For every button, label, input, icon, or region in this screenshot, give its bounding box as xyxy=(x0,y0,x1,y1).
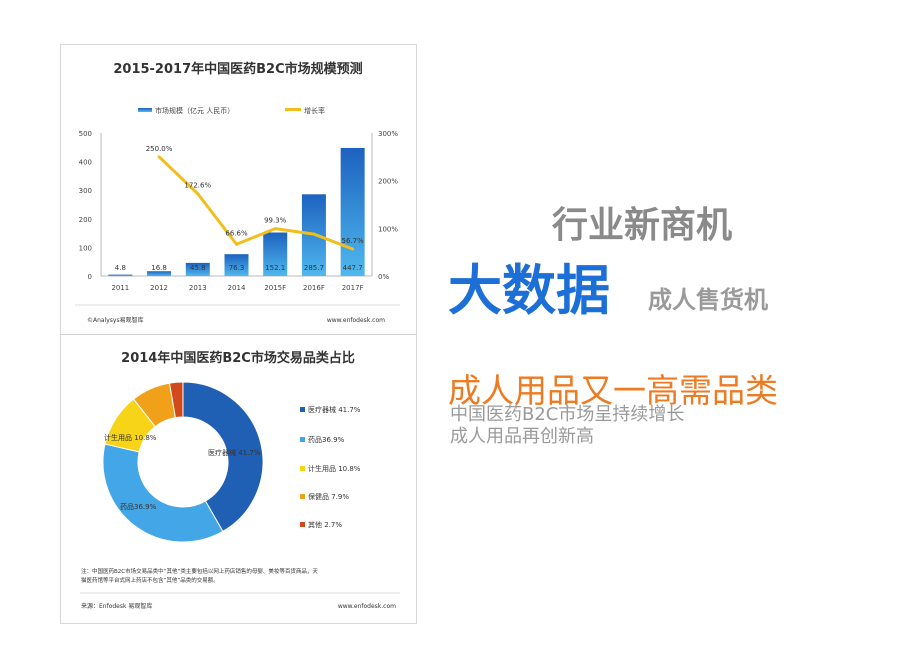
left-tick-label: 400 xyxy=(79,159,92,167)
legend-bar-swatch xyxy=(138,108,152,112)
bar xyxy=(108,274,133,276)
legend-label: 医疗器械 41.7% xyxy=(308,405,361,414)
x-tick-label: 2017F xyxy=(342,284,364,292)
bar xyxy=(340,147,365,276)
right-tick-label: 100% xyxy=(378,225,398,233)
slice-data-label: 计生用品 10.8% xyxy=(104,433,157,442)
legend-line-label: 增长率 xyxy=(304,106,325,115)
x-tick-label: 2013 xyxy=(189,284,207,292)
donut-slice xyxy=(102,443,224,543)
growth-point xyxy=(312,232,316,236)
donut-slice xyxy=(168,381,184,419)
left-tick-label: 0 xyxy=(88,273,92,281)
left-tick-label: 500 xyxy=(79,130,92,138)
growth-value-label: 99.3% xyxy=(264,217,287,225)
legend-bar-label: 市场规模（亿元 人民币） xyxy=(155,106,234,115)
chart2-source: 来源：Enfodesk 易观智库 xyxy=(81,602,152,610)
slice-data-label: 药品36.9% xyxy=(120,502,157,511)
growth-line xyxy=(158,155,354,251)
x-tick-label: 2015F xyxy=(264,284,286,292)
growth-value-label: 56.7% xyxy=(342,237,365,245)
growth-value-label: 250.0% xyxy=(146,145,173,153)
chart2-note-line2: 猫医药馆等平台式网上药店不包含“其他”品类的交易额。 xyxy=(81,576,219,584)
chart2-title: 2014年中国医药B2C市场交易品类占比 xyxy=(121,350,355,366)
bar-value-label: 447.7 xyxy=(343,264,363,272)
headline-high-demand: 成人用品又一高需品类 xyxy=(448,371,778,410)
slice-data-label: 医疗器械 41.7% xyxy=(208,448,261,457)
growth-point xyxy=(196,192,200,196)
left-tick-label: 100 xyxy=(79,244,92,252)
bar xyxy=(263,232,288,276)
chart1-title: 2015-2017年中国医药B2C市场规模预测 xyxy=(113,61,362,77)
growth-point xyxy=(235,242,238,246)
right-tick-label: 200% xyxy=(378,178,398,186)
x-tick-label: 2011 xyxy=(111,284,129,292)
bar-value-label: 16.8 xyxy=(151,264,167,272)
legend-line-swatch xyxy=(285,108,301,111)
bar xyxy=(185,262,210,276)
growth-point xyxy=(351,247,355,251)
growth-value-label: 66.6% xyxy=(225,229,248,237)
legend-label: 计生用品 10.8% xyxy=(308,464,361,473)
donut-slice xyxy=(182,381,264,533)
legend-swatch xyxy=(300,522,305,527)
chart2-website: www.enfodesk.com xyxy=(338,603,396,610)
growth-value-label: 172.6% xyxy=(184,182,211,190)
right-tick-label: 0% xyxy=(378,273,389,281)
chart1-website: www.enfodesk.com xyxy=(327,317,385,324)
x-tick-label: 2016F xyxy=(303,284,325,292)
legend-swatch xyxy=(300,494,305,499)
bar xyxy=(224,254,249,276)
bar-value-label: 4.8 xyxy=(115,264,126,272)
bar-value-label: 45.8 xyxy=(190,264,206,272)
panel-divider xyxy=(60,334,416,335)
left-tick-label: 200 xyxy=(79,216,92,224)
x-tick-label: 2012 xyxy=(150,284,168,292)
chart1-source: ©Analysys易观智库 xyxy=(87,316,144,324)
bar xyxy=(147,271,172,276)
right-tick-label: 300% xyxy=(378,130,398,138)
legend-label: 保健品 7.9% xyxy=(308,492,349,501)
legend-label: 药品36.9% xyxy=(308,435,345,444)
legend-swatch xyxy=(300,437,305,442)
subline-market-growth: 中国医药B2C市场呈持续增长 xyxy=(450,404,685,425)
headline-big-data: 大数据 xyxy=(448,259,610,322)
headline-vending-machine: 成人售货机 xyxy=(648,286,768,314)
left-tick-label: 300 xyxy=(79,187,92,195)
bar-value-label: 76.3 xyxy=(229,264,245,272)
legend-label: 其他 2.7% xyxy=(308,520,342,529)
growth-point xyxy=(273,227,277,231)
bar-value-label: 152.1 xyxy=(265,264,285,272)
growth-point xyxy=(157,155,161,159)
headline-industry-opportunity: 行业新商机 xyxy=(552,205,733,246)
x-tick-label: 2014 xyxy=(228,284,246,292)
chart2-note-line1: 注：中国医药B2C市场交易品类中“其他”类主要包括以网上药店销售的母婴、美妆等百… xyxy=(81,567,318,575)
legend-swatch xyxy=(300,407,305,412)
subline-new-high: 成人用品再创新高 xyxy=(450,426,594,447)
legend-swatch xyxy=(300,466,305,471)
bar-value-label: 285.7 xyxy=(304,264,324,272)
